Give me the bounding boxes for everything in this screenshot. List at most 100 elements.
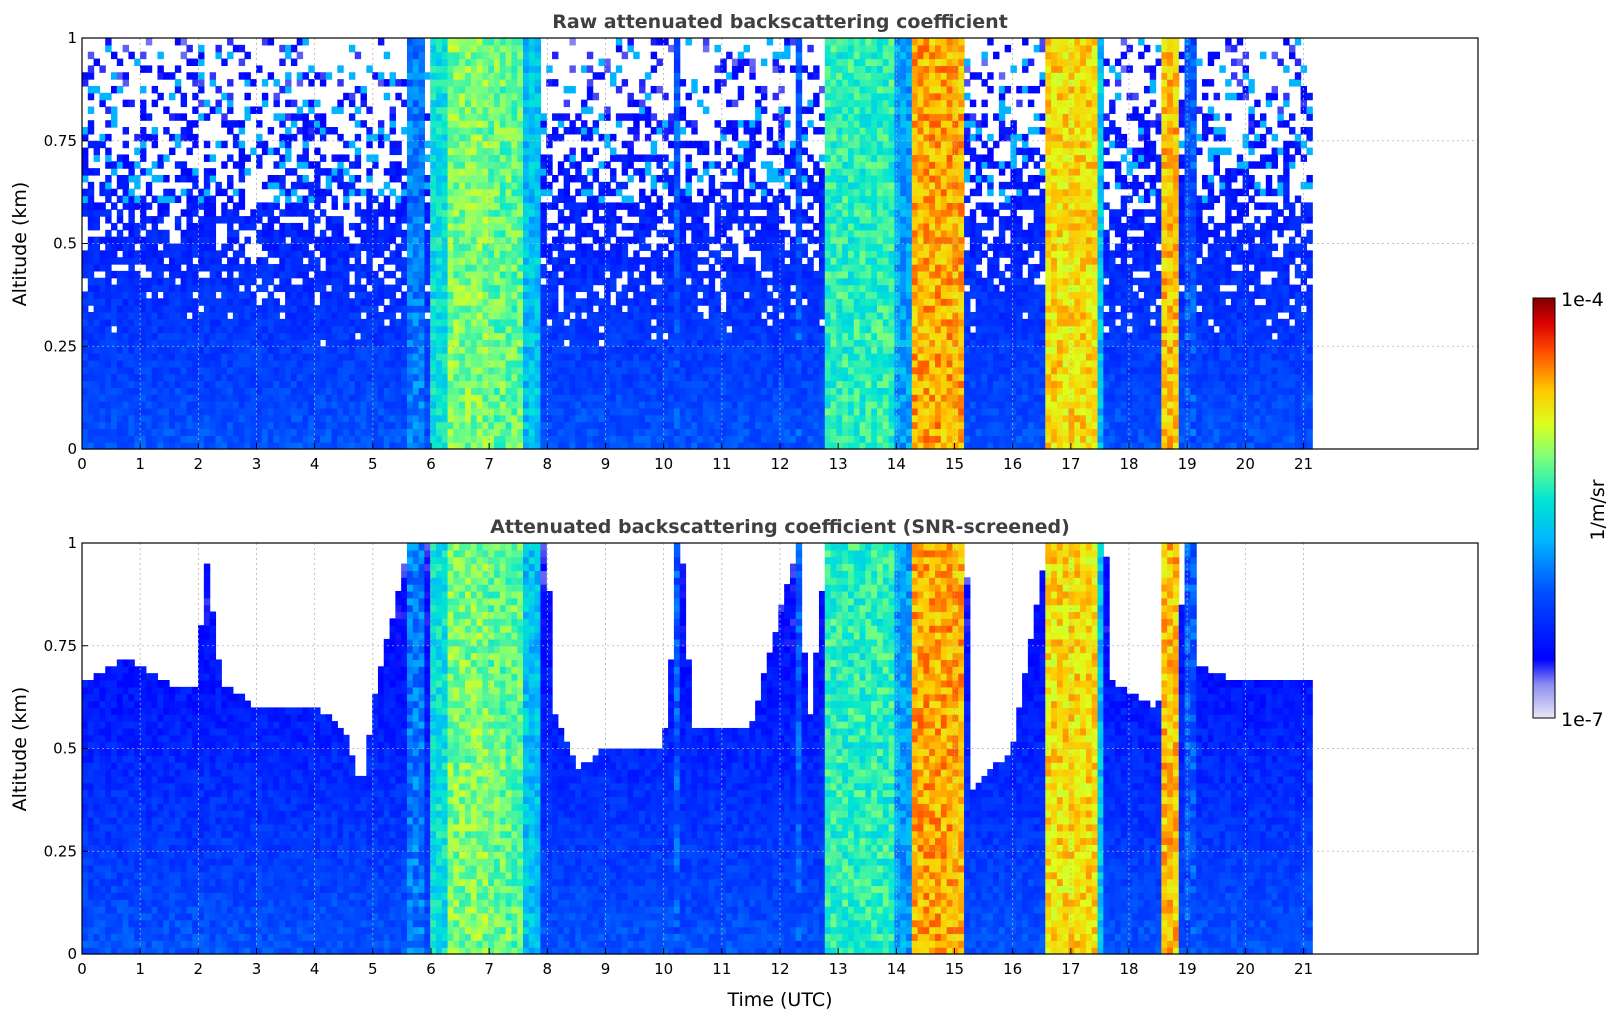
panel1-heatmap-cell (673, 209, 681, 217)
panel1-heatmap-cell (435, 79, 443, 87)
panel1-heatmap-cell (499, 72, 507, 80)
panel1-heatmap-cell (702, 353, 710, 361)
panel1-heatmap-cell (354, 435, 362, 443)
panel1-heatmap-cell (180, 346, 188, 354)
panel1-heatmap-cell (517, 257, 524, 265)
panel1-heatmap-cell (464, 373, 472, 382)
panel1-heatmap-cell (627, 407, 634, 416)
panel1-heatmap-cell (273, 147, 280, 156)
panel1-heatmap-cell (691, 216, 698, 224)
panel1-heatmap-cell (82, 353, 89, 361)
panel1-heatmap-cell (470, 373, 478, 382)
panel1-heatmap-cell (633, 318, 640, 327)
panel1-heatmap-cell (557, 216, 565, 224)
panel1-heatmap-cell (314, 99, 321, 108)
panel1-heatmap-cell (406, 366, 414, 375)
panel1-heatmap-cell (308, 181, 315, 190)
panel1-heatmap-cell (203, 373, 211, 382)
panel1-heatmap-cell (290, 442, 298, 450)
panel1-heatmap-cell (221, 188, 228, 197)
panel1-heatmap-cell (111, 373, 118, 382)
panel1-heatmap-cell (430, 120, 437, 128)
panel1-heatmap-cell (389, 366, 396, 375)
panel1-heatmap-cell (221, 58, 228, 66)
panel1-heatmap-cell (435, 277, 443, 286)
panel1-heatmap-cell (505, 353, 513, 361)
panel1-heatmap-cell (534, 428, 542, 436)
panel1-heatmap-cell (679, 113, 687, 121)
panel1-heatmap-cell (360, 270, 367, 279)
panel1-heatmap-cell (523, 99, 530, 108)
panel1-heatmap-cell (656, 202, 663, 210)
panel1-heatmap-cell (633, 222, 640, 231)
panel1-heatmap-cell (273, 359, 280, 368)
panel1-heatmap-cell (261, 414, 269, 423)
panel1-heatmap-cell (435, 414, 443, 423)
panel1-heatmap-cell (662, 181, 669, 190)
panel1-heatmap-cell (424, 339, 431, 347)
panel1-heatmap-cell (523, 421, 530, 430)
panel1-heatmap-cell (290, 291, 298, 299)
panel1-heatmap-cell (441, 175, 449, 183)
panel1-heatmap-cell (476, 387, 483, 395)
panel1-heatmap-cell (87, 72, 95, 80)
panel1-heatmap-cell (395, 209, 402, 217)
panel1-heatmap-cell (517, 312, 524, 320)
panel1-heatmap-cell (314, 312, 321, 320)
panel1-heatmap-cell (488, 250, 495, 258)
panel1-heatmap-cell (389, 270, 396, 279)
panel1-heatmap-cell (656, 264, 663, 272)
panel1-heatmap-cell (99, 325, 106, 334)
panel1-heatmap-cell (302, 435, 309, 443)
panel1-heatmap-cell (163, 202, 170, 210)
panel1-heatmap-cell (296, 38, 304, 46)
panel1-heatmap-cell (476, 394, 483, 402)
panel1-heatmap-cell (128, 332, 135, 340)
panel1-heatmap-cell (151, 305, 159, 313)
panel1-heatmap-cell (238, 387, 246, 395)
panel1-heatmap-cell (453, 380, 460, 388)
panel1-heatmap-cell (679, 222, 687, 231)
panel1-heatmap-cell (221, 414, 228, 423)
panel1-heatmap-cell (238, 147, 246, 156)
panel1-heatmap-cell (494, 401, 501, 409)
panel1-heatmap-cell (586, 270, 594, 279)
panel1-heatmap-cell (209, 222, 217, 231)
panel1-heatmap-cell (395, 298, 402, 306)
panel1-heatmap-cell (331, 414, 338, 423)
panel1-heatmap-cell (232, 44, 240, 53)
panel1-heatmap-cell (163, 154, 170, 162)
panel1-heatmap-cell (203, 175, 211, 183)
panel1-heatmap-cell (621, 401, 629, 409)
panel1-heatmap-cell (267, 394, 275, 402)
panel1-heatmap-cell (203, 140, 211, 149)
panel1-heatmap-cell (395, 325, 402, 334)
panel1-heatmap-cell (627, 147, 634, 156)
panel1-heatmap-cell (470, 222, 478, 231)
panel1-heatmap-cell (395, 380, 402, 388)
panel1-heatmap-cell (586, 291, 594, 299)
panel1-heatmap-cell (128, 229, 135, 238)
panel1-heatmap-cell (702, 435, 710, 443)
panel1-heatmap-cell (505, 401, 513, 409)
panel1-heatmap-cell (256, 442, 263, 450)
panel1-heatmap-cell (697, 442, 704, 450)
panel1-heatmap-cell (256, 325, 263, 334)
panel1-heatmap-cell (116, 257, 124, 265)
panel1-heatmap-cell (151, 366, 159, 375)
panel1-heatmap-cell (337, 133, 344, 142)
panel1-heatmap-cell (337, 175, 344, 183)
panel1-heatmap-cell (296, 236, 304, 245)
panel1-heatmap-cell (586, 195, 594, 203)
panel1-heatmap-cell (615, 65, 623, 73)
panel1-heatmap-cell (453, 407, 460, 416)
panel1-heatmap-cell (517, 209, 524, 217)
panel1-heatmap-cell (592, 291, 600, 299)
panel1-heatmap-cell (227, 442, 234, 450)
panel1-heatmap-cell (134, 291, 141, 299)
panel1-heatmap-cell (302, 147, 309, 156)
panel1-heatmap-cell (314, 72, 321, 80)
panel1-heatmap-cell (662, 92, 669, 101)
panel1-heatmap-cell (679, 195, 687, 203)
panel1-heatmap-cell (470, 106, 478, 114)
